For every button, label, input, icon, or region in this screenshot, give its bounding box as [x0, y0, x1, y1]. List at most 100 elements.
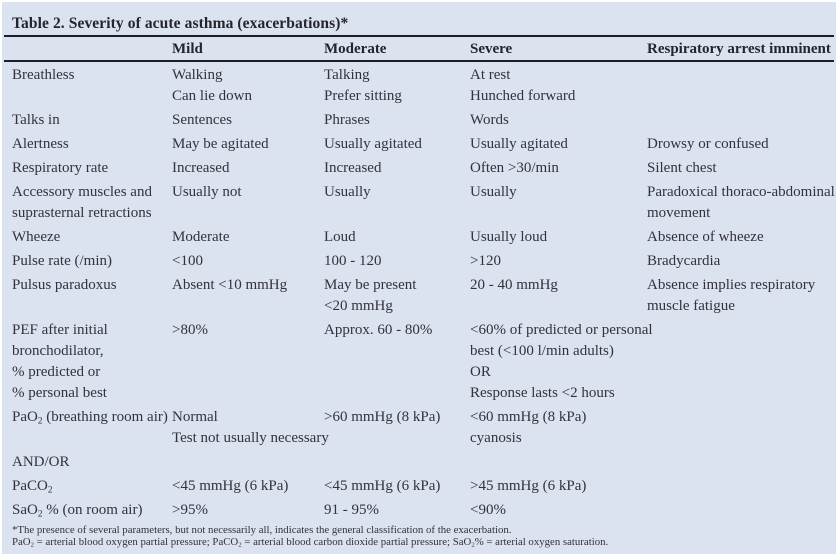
- cell-line: May be agitated: [172, 136, 269, 152]
- cell-line: Walking: [172, 67, 223, 83]
- table-row: Alertness May be agitated Usually agitated…: [2, 131, 836, 155]
- table-cell: Moderate: [172, 227, 324, 248]
- table-cell: Usually: [470, 182, 647, 224]
- cell-line: Talking: [324, 67, 370, 83]
- table-cell: May be present <20 mmHg: [324, 275, 470, 317]
- subscript: 2: [471, 541, 475, 549]
- cell-line: Moderate: [172, 229, 230, 245]
- column-header-mild: Mild: [172, 41, 203, 57]
- cell-line: Approx. 60 - 80%: [324, 322, 433, 338]
- table-cell: >45 mmHg (6 kPa): [470, 476, 647, 497]
- cell-line: >80%: [172, 322, 208, 338]
- table-cell: <90%: [470, 500, 647, 521]
- row-label: AND/OR: [12, 452, 172, 473]
- cell-line: SaO2 % (on room air): [12, 502, 143, 520]
- table-cell: [647, 476, 830, 497]
- table-cell: Usually: [324, 182, 470, 224]
- title-divider: [4, 35, 834, 37]
- table-cell: <60 mmHg (8 kPa) cyanosis: [470, 407, 647, 449]
- table-cell: Silent chest: [647, 158, 830, 179]
- cell-line: <90%: [470, 502, 506, 518]
- cell-line: Accessory muscles and: [12, 184, 152, 200]
- cell-line: best (<100 l/min adults): [470, 343, 614, 359]
- table-cell: 91 - 95%: [324, 500, 470, 521]
- table-row: Pulsus paradoxus Absent <10 mmHg May be pr…: [2, 272, 836, 317]
- cell-line: Paradoxical thoraco-abdominal: [647, 184, 835, 200]
- cell-line: muscle fatigue: [647, 298, 735, 314]
- table-cell: Words: [470, 110, 647, 131]
- cell-line: Pulse rate (/min): [12, 253, 112, 269]
- cell-line: Increased: [324, 160, 382, 176]
- cell-line: Prefer sitting: [324, 88, 402, 104]
- table-cell: Usually agitated: [470, 134, 647, 155]
- table-cell: <45 mmHg (6 kPa): [324, 476, 470, 497]
- column-header-severe: Severe: [470, 41, 513, 57]
- cell-line: Bradycardia: [647, 253, 721, 269]
- subscript: 2: [37, 509, 43, 520]
- table-cell: 100 - 120: [324, 251, 470, 272]
- row-label: SaO2 % (on room air): [12, 500, 172, 521]
- cell-line: >45 mmHg (6 kPa): [470, 478, 587, 494]
- cell-line: Pulsus paradoxus: [12, 277, 117, 293]
- cell-line: >60 mmHg (8 kPa): [324, 409, 441, 425]
- cell-line: Increased: [172, 160, 230, 176]
- table-row: Accessory muscles and suprasternal retrac…: [2, 179, 836, 224]
- table-cell: Paradoxical thoraco-abdominal movement: [647, 182, 835, 224]
- footnotes: *The presence of several parameters, but…: [2, 521, 836, 548]
- cell-line: Silent chest: [647, 160, 717, 176]
- row-label: PaCO2: [12, 476, 172, 497]
- table-row: PaCO2 <45 mmHg (6 kPa) <45 mmHg (6 kPa) >45…: [2, 473, 836, 497]
- table-cell: Talking Prefer sitting: [324, 65, 470, 107]
- cell-line: Talks in: [12, 112, 60, 128]
- cell-line: Hunched forward: [470, 88, 576, 104]
- cell-line: Breathless: [12, 67, 75, 83]
- subscript: 2: [37, 416, 43, 427]
- table-cell: Absence implies respiratory muscle fatigu…: [647, 275, 830, 317]
- cell-line: cyanosis: [470, 430, 522, 446]
- cell-line: movement: [647, 205, 711, 221]
- row-label: Talks in: [12, 110, 172, 131]
- table-cell: [647, 500, 830, 521]
- table-cell: Approx. 60 - 80%: [324, 320, 470, 404]
- cell-line: Often >30/min: [470, 160, 559, 176]
- cell-line: PEF after initial: [12, 322, 108, 338]
- cell-line: bronchodilator,: [12, 343, 104, 359]
- cell-line: >95%: [172, 502, 208, 518]
- cell-line: Usually agitated: [324, 136, 422, 152]
- table-cell: [647, 407, 830, 449]
- cell-line: >120: [470, 253, 501, 269]
- table-cell: [647, 320, 830, 404]
- cell-line: Sentences: [172, 112, 232, 128]
- row-label: PEF after initial bronchodilator, % predic…: [12, 320, 172, 404]
- table-cell: [470, 452, 647, 473]
- table-row: Talks in Sentences Phrases Words: [2, 107, 836, 131]
- cell-line: Words: [470, 112, 509, 128]
- cell-line: 91 - 95%: [324, 502, 379, 518]
- cell-line: <60% of predicted or personal: [470, 322, 653, 338]
- cell-line: Usually: [470, 184, 517, 200]
- row-label: Wheeze: [12, 227, 172, 248]
- table-cell: <60% of predicted or personal best (<100 …: [470, 320, 653, 404]
- table-cell: Normal Test not usually necessary: [172, 407, 329, 449]
- column-header-moderate: Moderate: [324, 41, 387, 57]
- table-cell: <45 mmHg (6 kPa): [172, 476, 324, 497]
- header-divider: [4, 60, 834, 62]
- row-label: Accessory muscles and suprasternal retrac…: [12, 182, 172, 224]
- cell-line: <100: [172, 253, 203, 269]
- subscript: 2: [238, 541, 242, 549]
- table-cell: 20 - 40 mmHg: [470, 275, 647, 317]
- table-cell: >60 mmHg (8 kPa): [324, 407, 470, 449]
- row-label: PaO2 (breathing room air): [12, 407, 172, 449]
- table-header-row: Mild Moderate Severe Respiratory arrest imm…: [2, 37, 836, 58]
- table-row: PaO2 (breathing room air) Normal Test not …: [2, 404, 836, 449]
- table-cell: Absence of wheeze: [647, 227, 830, 248]
- table-cell: Walking Can lie down: [172, 65, 324, 107]
- subscript: 2: [47, 485, 53, 496]
- cell-line: At rest: [470, 67, 511, 83]
- table-cell: Usually loud: [470, 227, 647, 248]
- column-header-empty: [12, 41, 172, 58]
- table-cell: >80%: [172, 320, 324, 404]
- table-cell: Loud: [324, 227, 470, 248]
- table-cell: At rest Hunched forward: [470, 65, 647, 107]
